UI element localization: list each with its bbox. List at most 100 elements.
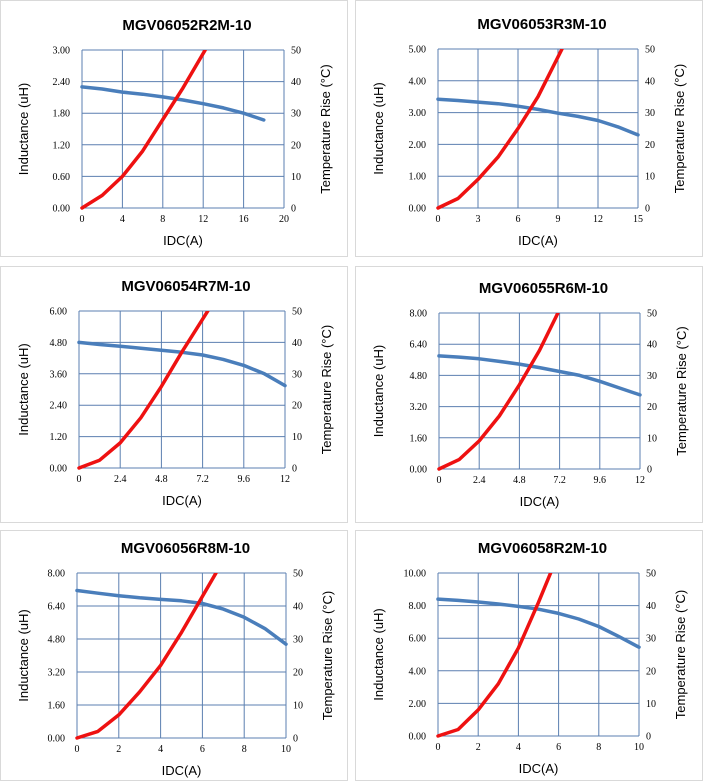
x-tick-label: 2.4 — [473, 475, 486, 486]
x-tick-label: 8 — [242, 744, 247, 755]
y-tick-label: 2.00 — [409, 140, 427, 151]
x-tick-label: 9.6 — [238, 474, 251, 485]
y-tick-label: 1.20 — [53, 140, 71, 151]
y-tick-label: 3.00 — [53, 46, 71, 57]
x-tick-label: 6 — [516, 214, 521, 225]
x-tick-label: 9.6 — [594, 475, 607, 486]
y2-tick-label: 10 — [292, 432, 302, 443]
chart-title: MGV06056R8M-10 — [121, 540, 250, 557]
inductance-line — [436, 597, 641, 649]
x-tick-label: 7.2 — [553, 475, 566, 486]
temperature-rise-line — [77, 311, 210, 470]
y2-tick-label: 0 — [291, 204, 296, 215]
x-tick-label: 4.8 — [155, 474, 168, 485]
y-tick-label: 10.00 — [404, 569, 427, 580]
inductance-line — [75, 588, 288, 646]
x-tick-label: 20 — [279, 214, 289, 225]
x-tick-label: 4 — [120, 214, 125, 225]
y-tick-label: 6.00 — [50, 307, 68, 318]
chart-title: MGV06055R6M-10 — [479, 280, 608, 297]
y-tick-label: 4.80 — [410, 371, 428, 382]
chart-panel: MGV06056R8M-10 0 2 4 6 8 10 0.00 1.60 3.20 4.80 6.4… — [0, 530, 348, 781]
y2-tick-label: 20 — [645, 140, 655, 151]
x-tick-label: 10 — [634, 742, 644, 753]
y-tick-label: 0.00 — [410, 465, 428, 476]
y2-tick-label: 20 — [647, 402, 657, 413]
y-tick-label: 1.60 — [48, 701, 66, 712]
chart-svg: MGV06056R8M-10 0 2 4 6 8 10 0.00 1.60 3.20 4.80 6.4… — [16, 540, 335, 778]
chart-title: MGV06058R2M-10 — [478, 540, 607, 557]
y2-tick-label: 50 — [291, 46, 301, 57]
y2-tick-label: 30 — [292, 369, 302, 380]
y-tick-label: 6.40 — [48, 602, 66, 613]
y2-tick-label: 30 — [291, 109, 301, 120]
chart-panel: MGV06054R7M-10 0 2.4 4.8 7.2 9.6 12 0.00 1.20 2.4… — [0, 266, 348, 523]
y-tick-label: 8.00 — [48, 569, 66, 580]
y2-tick-label: 30 — [647, 371, 657, 382]
y-tick-label: 0.60 — [53, 172, 71, 183]
x-tick-label: 2 — [476, 742, 481, 753]
y2-tick-label: 20 — [292, 401, 302, 412]
y2-tick-label: 0 — [646, 732, 651, 743]
x-tick-label: 12 — [635, 475, 645, 486]
x-tick-label: 0 — [80, 214, 85, 225]
y2-tick-label: 50 — [646, 569, 656, 580]
chart-svg: MGV06058R2M-10 0 2 4 6 8 10 0.00 2.00 4.00 6.00 8.0… — [371, 540, 688, 776]
y2-tick-label: 40 — [647, 340, 657, 351]
y2-tick-label: 30 — [646, 634, 656, 645]
x-tick-label: 4.8 — [513, 475, 526, 486]
temperature-rise-line — [436, 573, 553, 738]
y2-tick-label: 40 — [293, 602, 303, 613]
y2-tick-label: 30 — [645, 108, 655, 119]
y-tick-label: 4.00 — [409, 76, 427, 87]
y-tick-label: 6.00 — [409, 634, 427, 645]
y-tick-label: 5.00 — [409, 45, 427, 56]
x-axis-label: IDC(A) — [162, 493, 202, 508]
x-axis-label: IDC(A) — [519, 761, 559, 776]
y-axis-label: Inductance (uH) — [16, 83, 31, 176]
y2-axis-label: Temperature Rise (°C) — [674, 326, 689, 455]
y-tick-label: 8.00 — [409, 601, 427, 612]
y-tick-label: 0.00 — [53, 204, 71, 215]
y-axis-label: Inductance (uH) — [371, 608, 386, 701]
y-axis-label: Inductance (uH) — [371, 345, 386, 438]
y-tick-label: 3.20 — [48, 668, 66, 679]
y2-tick-label: 40 — [645, 76, 655, 87]
y2-tick-label: 20 — [293, 668, 303, 679]
y2-tick-label: 40 — [646, 601, 656, 612]
y-tick-label: 6.40 — [410, 340, 428, 351]
y2-tick-label: 50 — [645, 45, 655, 56]
x-tick-label: 9 — [556, 214, 561, 225]
y2-tick-label: 10 — [291, 172, 301, 183]
y-tick-label: 3.00 — [409, 108, 427, 119]
y2-axis-label: Temperature Rise (°C) — [318, 64, 333, 193]
x-axis-label: IDC(A) — [162, 763, 202, 778]
y-tick-label: 4.00 — [409, 666, 427, 677]
chart-title: MGV06054R7M-10 — [121, 278, 250, 295]
x-axis-label: IDC(A) — [163, 233, 203, 248]
y-tick-label: 1.60 — [410, 433, 428, 444]
chart-svg: MGV06052R2M-10 0 4 8 12 16 20 0.00 0.60 1.20 1.80 2… — [16, 17, 333, 248]
y2-tick-label: 10 — [645, 172, 655, 183]
x-tick-label: 2 — [116, 744, 121, 755]
y2-tick-label: 50 — [292, 307, 302, 318]
y2-tick-label: 0 — [292, 464, 297, 475]
x-axis-label: IDC(A) — [518, 233, 558, 248]
x-tick-label: 12 — [198, 214, 208, 225]
y-tick-label: 1.80 — [53, 109, 71, 120]
y2-axis-label: Temperature Rise (°C) — [672, 64, 687, 193]
y2-tick-label: 40 — [292, 338, 302, 349]
temperature-rise-line — [437, 313, 560, 471]
y-tick-label: 0.00 — [409, 732, 427, 743]
x-tick-label: 8 — [596, 742, 601, 753]
y-tick-label: 0.00 — [50, 464, 68, 475]
chart-title: MGV06053R3M-10 — [477, 16, 606, 33]
x-tick-label: 0 — [75, 744, 80, 755]
x-tick-label: 15 — [633, 214, 643, 225]
x-tick-label: 4 — [516, 742, 521, 753]
chart-panel: MGV06052R2M-10 0 4 8 12 16 20 0.00 0.60 1.20 1.80 2… — [0, 0, 348, 257]
inductance-line — [436, 97, 640, 137]
y2-tick-label: 10 — [293, 701, 303, 712]
temperature-rise-line — [436, 49, 564, 210]
y-tick-label: 3.20 — [410, 402, 428, 413]
